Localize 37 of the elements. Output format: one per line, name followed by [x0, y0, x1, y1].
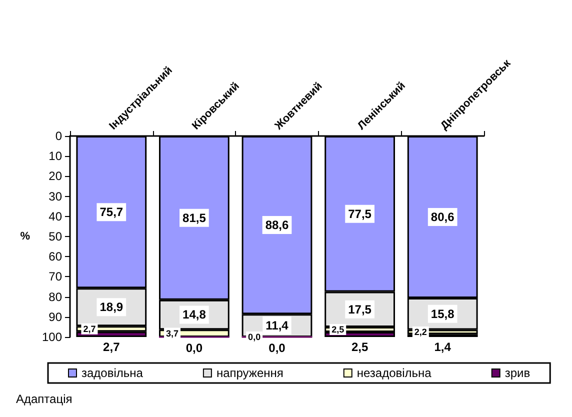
- y-tick-label: 0: [55, 129, 62, 143]
- data-label: 80,6: [430, 210, 455, 224]
- data-label: 0,0: [186, 340, 203, 355]
- y-tick-label: 80: [48, 290, 62, 304]
- y-tick-label: 50: [48, 230, 62, 244]
- legend-label: задовільна: [82, 366, 144, 380]
- data-label: 0,0: [248, 332, 261, 342]
- y-tick-label: 90: [48, 310, 62, 324]
- data-label: 18,9: [100, 300, 124, 314]
- data-label: 2,7: [83, 324, 96, 334]
- legend-label: напруження: [216, 366, 284, 380]
- y-tick-label: 30: [48, 189, 62, 204]
- text: Адаптація: [16, 392, 72, 406]
- data-label: 0,0: [268, 340, 286, 355]
- data-label: 14,8: [182, 308, 206, 322]
- y-tick-label: 100: [42, 330, 62, 344]
- y-axis-title: %: [20, 230, 30, 242]
- data-label: 11,4: [266, 318, 289, 333]
- y-tick-label: 60: [48, 250, 62, 264]
- data-label: 88,6: [265, 218, 289, 232]
- y-tick-label: 20: [48, 169, 62, 184]
- data-label: 75,7: [100, 205, 124, 220]
- data-label: 3,7: [166, 328, 179, 338]
- data-label: 2,7: [103, 340, 120, 354]
- data-label: 1,4: [434, 340, 452, 354]
- data-label: 2,5: [332, 324, 344, 334]
- y-tick-label: 70: [48, 270, 62, 284]
- data-label: 77,5: [348, 206, 372, 221]
- data-label: 15,8: [430, 306, 455, 321]
- legend-label: зрив: [504, 366, 530, 380]
- y-tick-label: 40: [48, 209, 62, 224]
- data-label: 17,5: [348, 302, 372, 316]
- data-label: 2,2: [414, 326, 427, 337]
- y-tick-label: 10: [48, 149, 62, 164]
- data-label: 2,5: [351, 340, 368, 354]
- legend-label: незадовільна: [356, 366, 432, 380]
- data-label: 81,5: [182, 210, 206, 225]
